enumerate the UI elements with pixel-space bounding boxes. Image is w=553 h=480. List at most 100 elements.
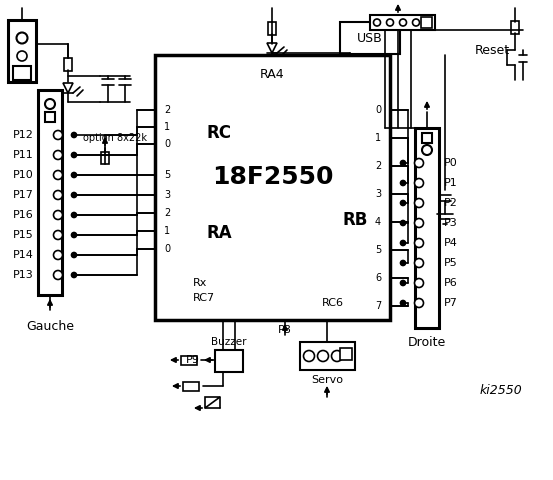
- Text: 1: 1: [164, 122, 170, 132]
- Text: ki2550: ki2550: [480, 384, 523, 396]
- Circle shape: [415, 179, 424, 188]
- Text: P1: P1: [444, 178, 458, 188]
- Text: Buzzer: Buzzer: [211, 337, 247, 347]
- Circle shape: [415, 259, 424, 267]
- Circle shape: [400, 201, 405, 205]
- Bar: [422, 133, 432, 143]
- Text: P11: P11: [13, 150, 34, 160]
- Text: 0: 0: [164, 244, 170, 254]
- Bar: [181, 356, 197, 364]
- Text: P8: P8: [278, 325, 292, 335]
- Text: 0: 0: [164, 139, 170, 149]
- Circle shape: [400, 261, 405, 265]
- Circle shape: [54, 211, 62, 219]
- Bar: [300, 342, 355, 370]
- Bar: [13, 66, 31, 80]
- Circle shape: [71, 132, 76, 137]
- Text: P13: P13: [13, 270, 34, 280]
- Text: 5: 5: [164, 170, 170, 180]
- Text: P6: P6: [444, 278, 458, 288]
- Bar: [421, 17, 432, 28]
- Bar: [370, 15, 435, 30]
- Bar: [8, 20, 36, 82]
- Text: Servo: Servo: [311, 375, 343, 385]
- Text: 2: 2: [164, 105, 170, 115]
- Text: P3: P3: [444, 218, 458, 228]
- Text: P17: P17: [13, 190, 34, 200]
- Text: P14: P14: [13, 250, 34, 260]
- Text: P10: P10: [13, 170, 34, 180]
- Bar: [215, 350, 243, 372]
- Circle shape: [71, 153, 76, 157]
- Text: Reset: Reset: [475, 44, 510, 57]
- Circle shape: [54, 131, 62, 140]
- Circle shape: [400, 240, 405, 245]
- Circle shape: [400, 160, 405, 166]
- Circle shape: [54, 251, 62, 260]
- Bar: [268, 22, 276, 35]
- Text: P15: P15: [13, 230, 34, 240]
- Circle shape: [331, 350, 342, 361]
- Text: 5: 5: [375, 245, 381, 255]
- Circle shape: [415, 218, 424, 228]
- Circle shape: [71, 192, 76, 197]
- Bar: [64, 58, 72, 71]
- Text: P7: P7: [444, 298, 458, 308]
- Circle shape: [17, 51, 27, 61]
- Text: P16: P16: [13, 210, 34, 220]
- Circle shape: [413, 19, 420, 26]
- Circle shape: [400, 220, 405, 226]
- Circle shape: [54, 271, 62, 279]
- Circle shape: [422, 145, 432, 155]
- Circle shape: [54, 230, 62, 240]
- Text: 4: 4: [375, 217, 381, 227]
- Bar: [340, 348, 352, 360]
- Bar: [340, 22, 400, 54]
- Circle shape: [399, 19, 406, 26]
- Circle shape: [54, 151, 62, 159]
- Circle shape: [71, 273, 76, 277]
- Text: RA: RA: [207, 224, 233, 242]
- Circle shape: [71, 213, 76, 217]
- Text: 0: 0: [375, 105, 381, 115]
- Circle shape: [373, 19, 380, 26]
- Circle shape: [400, 280, 405, 286]
- Text: Rx: Rx: [193, 278, 207, 288]
- Circle shape: [415, 158, 424, 168]
- Text: Droite: Droite: [408, 336, 446, 349]
- Circle shape: [71, 232, 76, 238]
- Circle shape: [415, 239, 424, 248]
- Circle shape: [415, 299, 424, 308]
- Bar: [183, 382, 199, 391]
- Text: 7: 7: [375, 301, 381, 311]
- Circle shape: [71, 252, 76, 257]
- Text: USB: USB: [357, 32, 383, 45]
- Text: 3: 3: [164, 190, 170, 200]
- Circle shape: [304, 350, 315, 361]
- Text: P2: P2: [444, 198, 458, 208]
- Circle shape: [415, 199, 424, 207]
- Text: P5: P5: [444, 258, 458, 268]
- Text: 2: 2: [375, 161, 381, 171]
- Text: 6: 6: [375, 273, 381, 283]
- Bar: [101, 152, 109, 164]
- Text: 3: 3: [375, 189, 381, 199]
- Text: 1: 1: [164, 226, 170, 236]
- Text: 18F2550: 18F2550: [212, 166, 333, 190]
- Circle shape: [317, 350, 328, 361]
- Bar: [415, 128, 439, 328]
- Circle shape: [45, 99, 55, 109]
- Circle shape: [17, 33, 28, 44]
- Bar: [38, 90, 62, 295]
- Text: P0: P0: [444, 158, 458, 168]
- Circle shape: [400, 180, 405, 185]
- Text: RB: RB: [342, 211, 367, 229]
- Circle shape: [54, 170, 62, 180]
- Text: P4: P4: [444, 238, 458, 248]
- Bar: [155, 55, 390, 320]
- Text: option 8x22k: option 8x22k: [83, 133, 147, 143]
- Bar: [511, 21, 519, 34]
- Text: Gauche: Gauche: [26, 321, 74, 334]
- Text: RC7: RC7: [193, 293, 215, 303]
- Text: RC6: RC6: [322, 298, 344, 308]
